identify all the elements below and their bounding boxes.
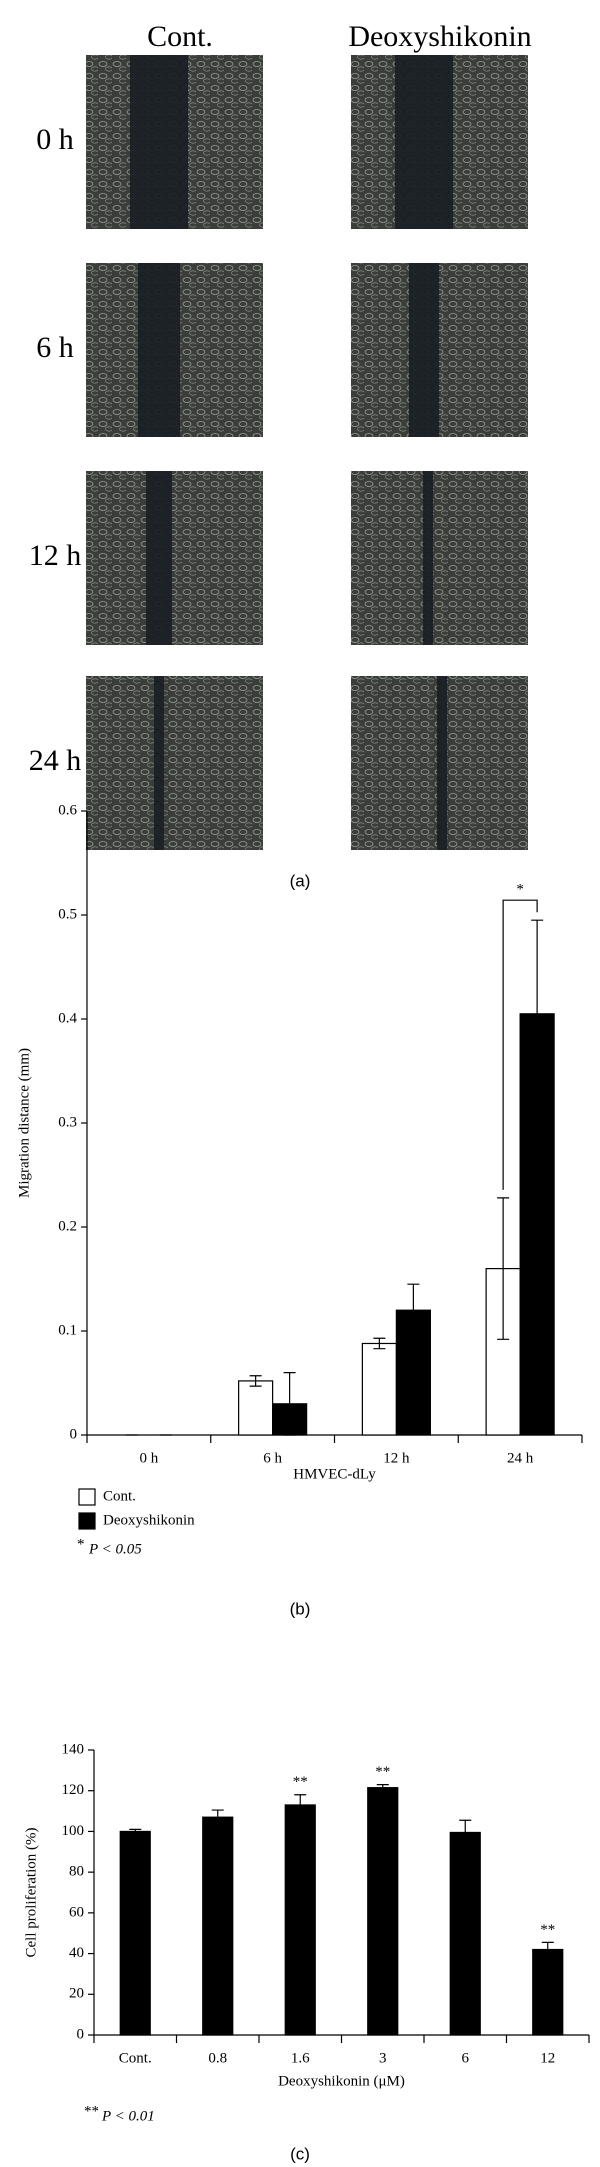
y-tick-label: 80 <box>69 1864 84 1880</box>
bar <box>119 1830 151 2036</box>
y-tick-label: 0.6 <box>58 802 77 818</box>
column-header: Cont. <box>147 20 213 53</box>
wound-gap <box>130 55 188 229</box>
y-tick-label: 0.2 <box>58 1218 77 1234</box>
footnote: P < 0.05 <box>88 1541 142 1557</box>
y-tick-label: 40 <box>69 1945 84 1961</box>
caption: (c) <box>290 2144 310 2163</box>
x-tick-label: Cont. <box>119 2050 152 2066</box>
error-bar <box>129 1828 142 1835</box>
significance-label: ** <box>375 1764 390 1780</box>
wound-gap <box>423 471 433 645</box>
micrograph <box>86 471 263 645</box>
y-tick-label: 20 <box>69 1986 84 2002</box>
row-label: 12 h <box>29 539 82 572</box>
y-tick-label: 100 <box>62 1823 85 1839</box>
footnote: P < 0.01 <box>101 2108 155 2124</box>
x-tick-label: 3 <box>379 2050 387 2066</box>
legend-swatch <box>78 1488 96 1506</box>
significance-label: ** <box>540 1922 555 1938</box>
y-tick-label: 0.5 <box>58 906 77 922</box>
row-label: 24 h <box>29 744 82 777</box>
row-label: 0 h <box>36 123 74 156</box>
y-tick-label: 60 <box>69 1904 84 1920</box>
error-bar <box>497 1197 510 1340</box>
y-tick-label: 0 <box>77 2026 85 2042</box>
x-tick-label: 0.8 <box>208 2050 227 2066</box>
error-bar <box>531 919 544 1108</box>
bar <box>361 1342 397 1436</box>
bar <box>532 1948 564 2036</box>
error-bar <box>283 1372 296 1436</box>
x-axis-label: HMVEC-dLy <box>293 1466 376 1482</box>
y-tick-label: 0.1 <box>58 1322 77 1338</box>
wound-gap <box>154 676 164 850</box>
y-tick-label: 0.3 <box>58 1114 77 1130</box>
bar <box>449 1831 481 2036</box>
error-bar <box>459 1819 472 1846</box>
x-tick-label: 12 <box>540 2050 555 2066</box>
legend-swatch <box>78 1512 96 1530</box>
y-tick-label: 120 <box>62 1782 85 1798</box>
x-tick-label: 1.6 <box>291 2050 310 2066</box>
wound-gap <box>437 676 447 850</box>
x-tick-label: 6 h <box>263 1450 282 1466</box>
micrograph <box>86 676 263 850</box>
error-bar <box>541 1941 554 1958</box>
caption: (b) <box>290 1599 311 1618</box>
x-tick-label: 12 h <box>383 1450 410 1466</box>
y-tick-label: 0.4 <box>58 1010 77 1026</box>
wound-gap <box>395 55 453 229</box>
bar <box>284 1804 316 2036</box>
row-label: 6 h <box>36 331 74 364</box>
x-axis-label: Deoxyshikonin (μM) <box>278 2073 405 2089</box>
y-tick-label: 140 <box>62 1741 85 1757</box>
wound-gap <box>409 263 439 437</box>
significance-bracket <box>502 899 538 1190</box>
bar <box>238 1380 274 1436</box>
micrograph <box>351 263 528 437</box>
caption: (a) <box>290 871 311 890</box>
y-axis-label: Cell proliferation (%) <box>23 1828 39 1958</box>
x-tick-label: 6 <box>462 2050 470 2066</box>
error-bar <box>407 1283 420 1337</box>
footnote-mark: ** <box>84 2103 99 2119</box>
footnote-mark: * <box>77 1536 85 1552</box>
x-tick-label: 24 h <box>507 1450 534 1466</box>
legend-label: Deoxyshikonin <box>103 1512 195 1528</box>
error-bar <box>249 1375 262 1387</box>
error-bar <box>294 1794 307 1816</box>
wound-gap <box>138 263 180 437</box>
y-axis-label: Migration distance (mm) <box>16 1048 32 1198</box>
x-tick-label: 0 h <box>140 1450 159 1466</box>
wound-gap <box>146 471 172 645</box>
bar <box>202 1816 234 2036</box>
significance-label: * <box>516 882 524 898</box>
y-tick-label: 0 <box>70 1426 78 1442</box>
error-bar <box>373 1337 386 1350</box>
micrographs <box>86 55 528 850</box>
significance-label: ** <box>293 1774 308 1790</box>
bar <box>367 1787 399 2036</box>
legend-label: Cont. <box>103 1488 136 1504</box>
column-header: Deoxyshikonin <box>348 20 531 53</box>
error-bar <box>211 1809 224 1825</box>
error-bar <box>376 1784 389 1792</box>
micrograph <box>351 471 528 645</box>
